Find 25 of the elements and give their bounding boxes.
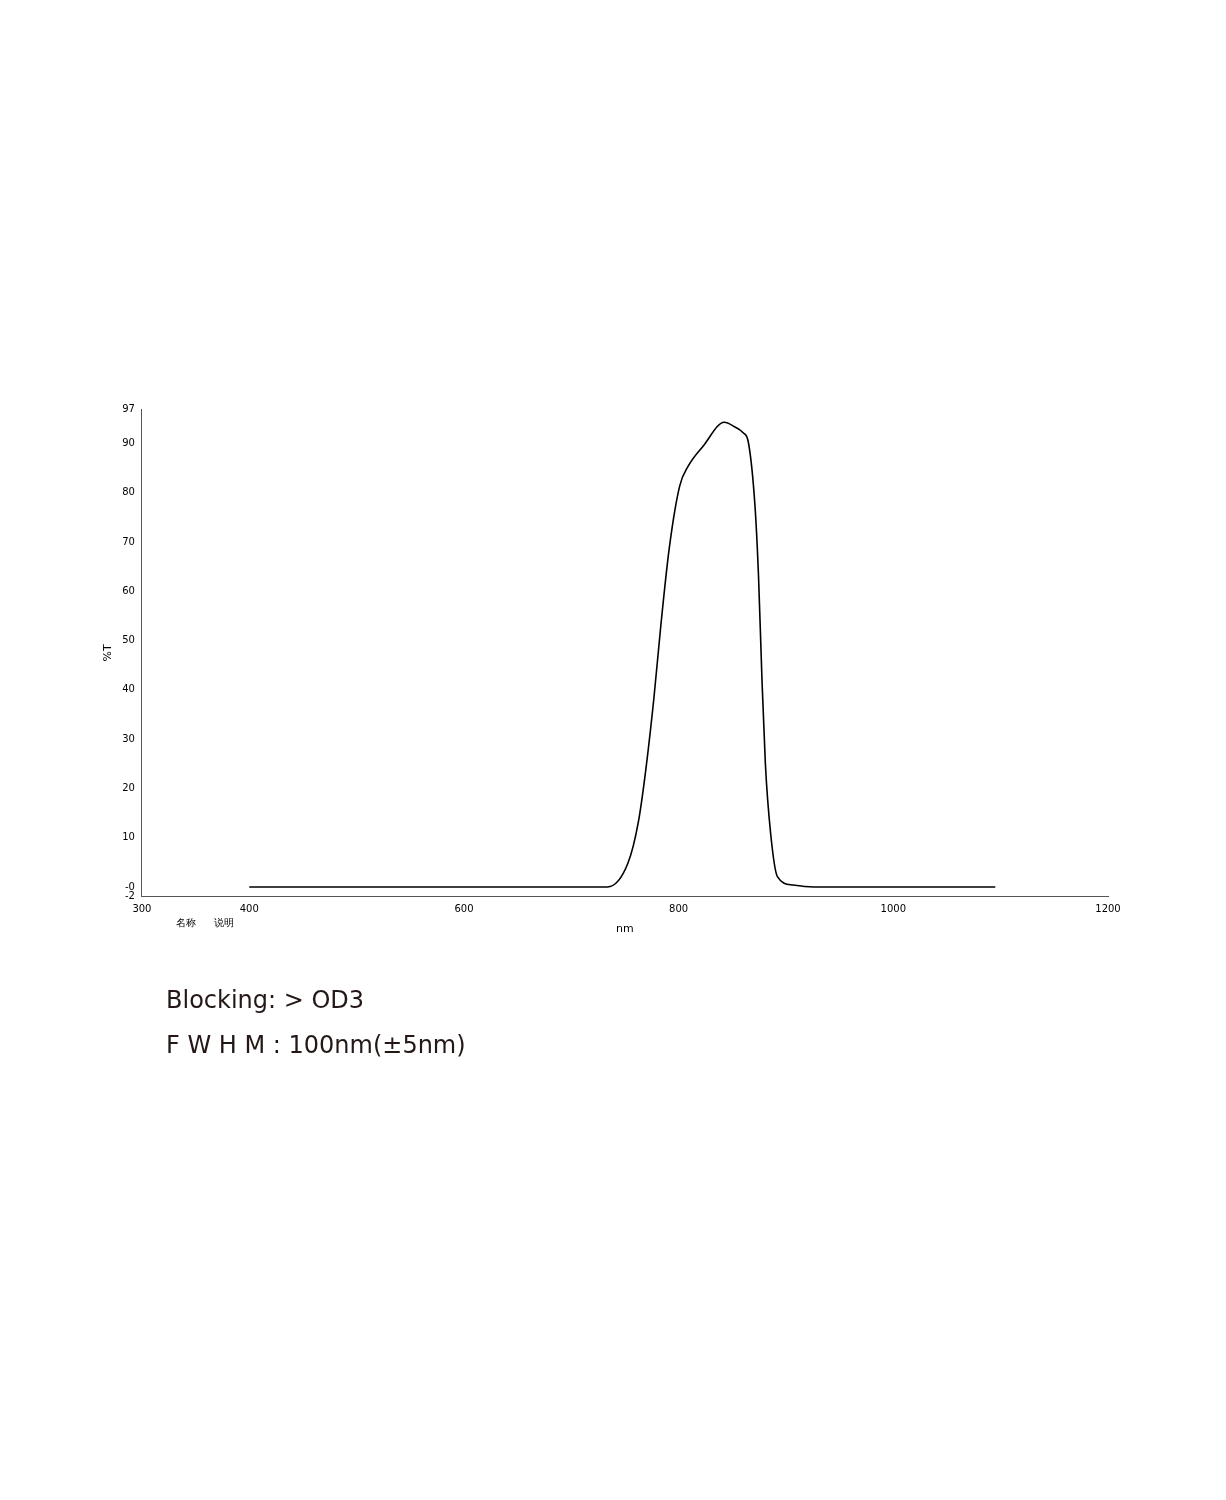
line-series [248, 421, 997, 888]
x-tick-label: 1200 [1095, 903, 1121, 915]
text: F W H M : 100nm(±5nm) [166, 1030, 466, 1061]
y-tick-label: 20 [122, 781, 135, 793]
y-tick-label: 50 [122, 634, 135, 646]
y-tick-label: -2 [124, 890, 135, 902]
text: 名称 [176, 916, 196, 930]
y-tick-label: 90 [122, 437, 135, 449]
x-tick-label: 800 [669, 903, 689, 915]
y-tick-label: 80 [122, 486, 135, 498]
x-axis-title: nm [616, 922, 634, 936]
y-tick-label: 97 [122, 402, 135, 414]
x-tick-label: 600 [454, 903, 474, 915]
x-tick-label: 400 [239, 903, 259, 915]
y-tick-label: 60 [122, 584, 135, 596]
y-tick-label: 70 [122, 535, 135, 547]
text: Blocking: > OD3 [166, 985, 366, 1016]
y-tick-label: 30 [122, 732, 135, 744]
y-tick-label: 10 [122, 831, 135, 843]
y-tick-label: 40 [122, 683, 135, 695]
y-axis-title: %T [101, 644, 115, 662]
x-tick-label: 300 [132, 903, 152, 915]
x-tick-label: 1000 [880, 903, 907, 915]
text: 说明 [214, 916, 234, 930]
y-tick-label: -0 [124, 880, 135, 892]
